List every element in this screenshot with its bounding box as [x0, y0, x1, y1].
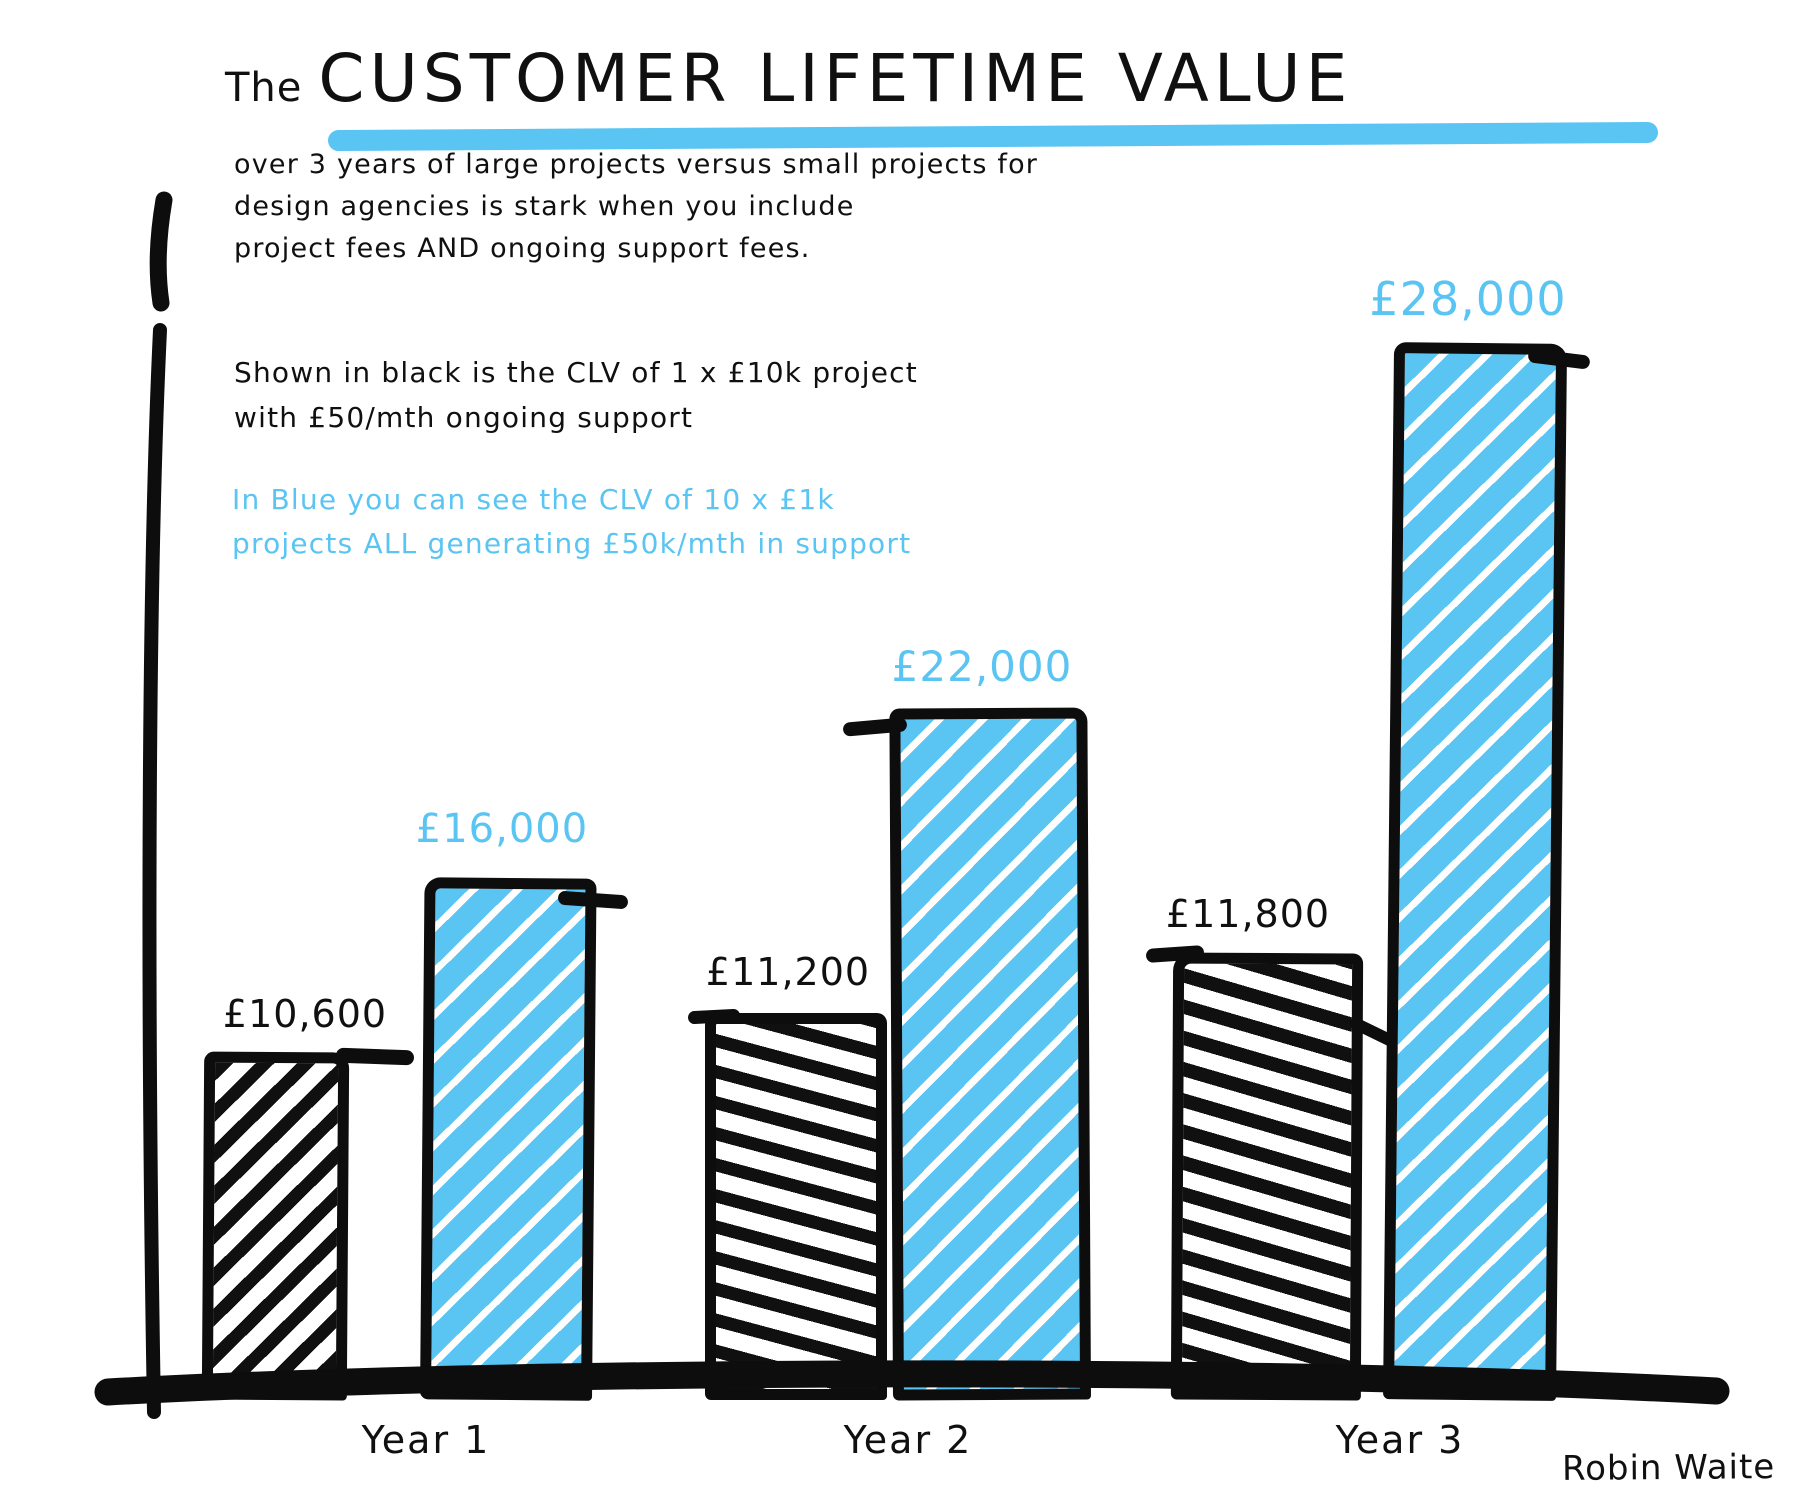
value-label-year2-blue: £22,000 — [891, 642, 1073, 691]
bar-year2-black-project — [705, 1013, 887, 1400]
bar-year3-blue-projects — [1383, 342, 1568, 1401]
chart-description: over 3 years of large projects versus sm… — [234, 144, 1038, 270]
title-main: CUSTOMER LIFETIME VALUE — [318, 40, 1353, 117]
sketch-stroke — [335, 1047, 415, 1066]
title-prefix: The — [225, 65, 303, 111]
y-axis-tick-stroke — [149, 191, 173, 312]
value-label-year3-blue: £28,000 — [1369, 272, 1567, 326]
bar-year3-black-project — [1170, 952, 1364, 1401]
category-label-year1: Year 1 — [361, 1418, 491, 1462]
y-axis — [142, 323, 167, 1419]
bar-year1-blue-projects — [420, 877, 597, 1401]
description-line: design agencies is stark when you includ… — [234, 191, 855, 222]
blue-series-note-line: In Blue you can see the CLV of 10 x £1k — [232, 483, 835, 516]
category-label-year3: Year 3 — [1335, 1418, 1465, 1462]
black-series-note-line: Shown in black is the CLV of 1 x £10k pr… — [234, 356, 918, 389]
blue-series-note-line: projects ALL generating £50k/mth in supp… — [232, 527, 912, 560]
black-series-note: Shown in black is the CLV of 1 x £10k pr… — [234, 350, 918, 440]
bar-year2-blue-projects — [889, 707, 1091, 1401]
bar-year1-black-project — [201, 1051, 350, 1401]
sketch-stroke — [687, 1008, 741, 1025]
category-label-year2: Year 2 — [843, 1418, 973, 1462]
value-label-year1-black: £10,600 — [222, 992, 388, 1036]
blue-series-note: In Blue you can see the CLV of 10 x £1k … — [232, 478, 911, 566]
signature: Robin Waite — [1561, 1447, 1776, 1489]
description-line: project fees AND ongoing support fees. — [234, 233, 811, 264]
value-label-year1-blue: £16,000 — [415, 806, 589, 852]
description-line: over 3 years of large projects versus sm… — [234, 149, 1039, 180]
value-label-year3-black: £11,800 — [1165, 892, 1331, 936]
black-series-note-line: with £50/mth ongoing support — [234, 401, 694, 434]
value-label-year2-black: £11,200 — [705, 950, 871, 994]
page-title: The CUSTOMER LIFETIME VALUE — [225, 40, 1352, 117]
